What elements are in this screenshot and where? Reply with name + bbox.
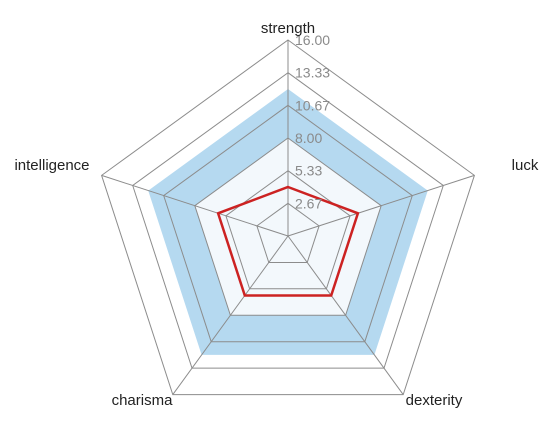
axis-label-charisma: charisma: [112, 392, 174, 409]
tick-label: 16.00: [295, 32, 330, 48]
axis-spokes: [101, 40, 475, 395]
grid-ring-6: [101, 39, 475, 396]
spoke-luck: [287, 174, 475, 237]
radial-tick-labels: 2.67 5.33 8.00 10.67 13.33 16.00: [295, 32, 330, 211]
grid-ring-4: [163, 104, 413, 343]
spoke-intelligence: [101, 174, 289, 237]
grid-ring-2: [225, 170, 351, 290]
grid-ring-1: [256, 202, 320, 263]
spoke-charisma: [172, 235, 289, 395]
series-group: [216, 185, 360, 297]
spoke-dexterity: [287, 235, 404, 395]
grid-ring-3: [194, 137, 382, 316]
axis-labels: strength luck dexterity charisma intelligenc…: [14, 20, 538, 409]
series-line-1: [216, 185, 360, 297]
axis-label-dexterity: dexterity: [406, 392, 463, 409]
tick-label: 10.67: [295, 97, 330, 113]
axis-label-intelligence: intelligence: [14, 157, 89, 174]
tick-label: 8.00: [295, 130, 322, 146]
tick-label: 13.33: [295, 65, 330, 81]
tick-label: 5.33: [295, 163, 322, 179]
tick-label: 2.67: [295, 195, 322, 211]
axis-label-strength: strength: [261, 20, 315, 37]
grid: [101, 39, 475, 396]
grid-ring-5: [132, 72, 444, 369]
axis-label-luck: luck: [512, 157, 539, 174]
